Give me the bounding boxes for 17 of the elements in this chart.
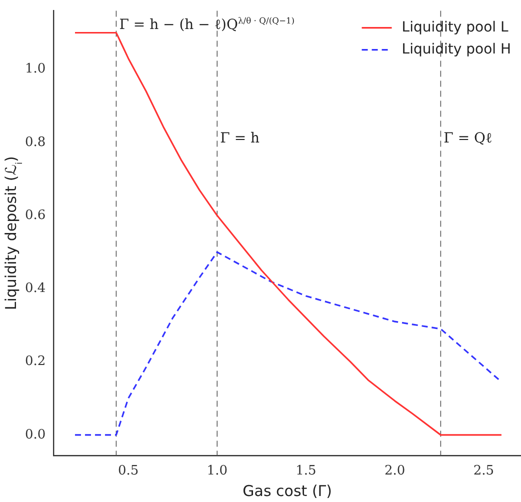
y-tick-label: 0.8 (24, 134, 46, 150)
x-tick-label: 1.0 (206, 464, 228, 479)
y-tick-label: 0.2 (24, 354, 46, 370)
y-tick-label: 0.0 (24, 427, 46, 442)
y-tick-label: 1.0 (24, 62, 46, 77)
y-tick-label: 0.4 (24, 281, 46, 296)
y-axis-title: Liquidity deposit (ℒi) (2, 156, 25, 310)
x-tick-label: 1.5 (296, 464, 316, 479)
legend-label: Liquidity pool L (402, 19, 508, 36)
legend-label: Liquidity pool H (402, 41, 512, 58)
x-tick-label: 2.0 (384, 464, 406, 479)
annotation: Γ = Qℓ (444, 130, 492, 146)
x-axis-title: Gas cost (Γ) (242, 482, 332, 500)
x-tick-label: 2.5 (473, 464, 494, 479)
annotation: Γ = h (220, 130, 260, 146)
x-tick-label: 0.5 (118, 464, 139, 479)
y-tick-label: 0.6 (24, 208, 46, 223)
